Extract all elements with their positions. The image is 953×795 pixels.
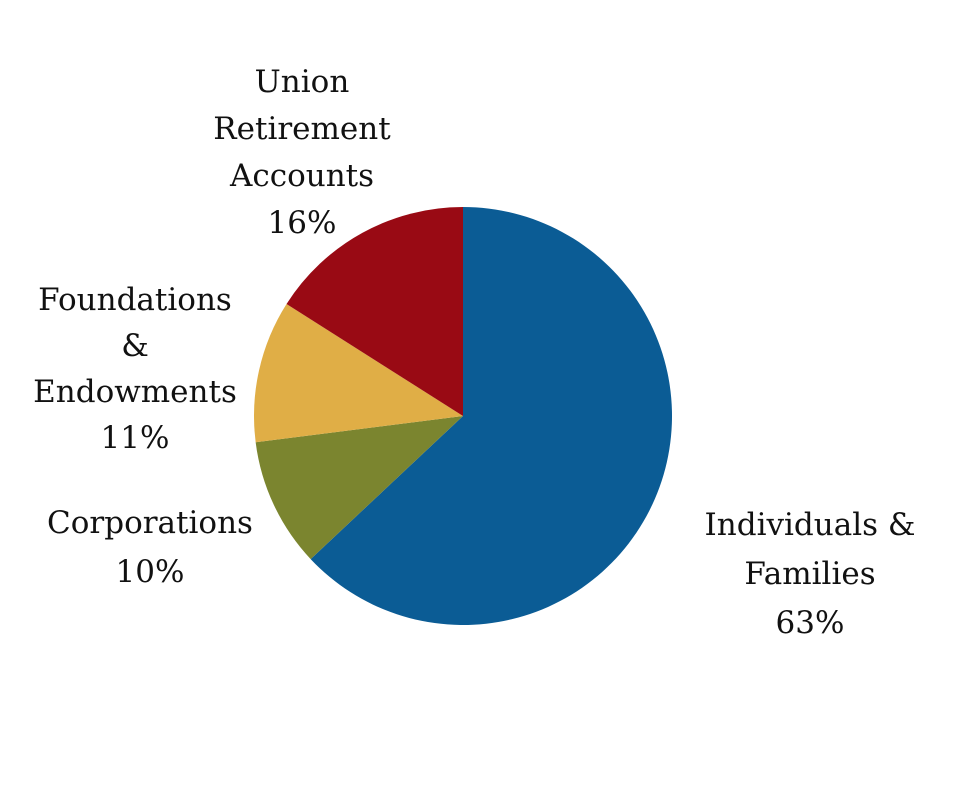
pie-slice-label-3: Union Retirement Accounts 16%: [213, 64, 391, 241]
pie-slice-percent: 16%: [268, 205, 337, 241]
pie-slice-percent: 10%: [116, 554, 185, 590]
pie-slice-2: [254, 304, 463, 443]
pie-slice-label-line: Individuals &: [705, 507, 916, 543]
pie-slice-label-line: Accounts: [229, 158, 374, 194]
pie-slice-label-line: Families: [744, 556, 875, 592]
pie-slices: [254, 207, 673, 625]
pie-slice-label-line: Foundations: [38, 282, 232, 318]
pie-slice-percent: 11%: [101, 420, 170, 456]
pie-slice-label-line: Endowments: [33, 374, 237, 410]
pie-slice-percent: 63%: [776, 605, 845, 641]
pie-slice-label-line: Retirement: [213, 111, 391, 147]
pie-slice-0: [310, 207, 673, 625]
pie-slice-label-1: Corporations 10%: [47, 505, 253, 590]
pie-slice-1: [255, 416, 463, 560]
pie-slice-3: [286, 207, 463, 416]
pie-slice-label-line: Corporations: [47, 505, 253, 541]
pie-slice-label-line: Union: [255, 64, 350, 100]
pie-slice-label-line: &: [121, 328, 149, 364]
pie-slice-label-2: Foundations & Endowments 11%: [33, 282, 237, 456]
pie-labels: Individuals & Families 63% Corporations 10% F…: [33, 64, 915, 641]
pie-slice-label-0: Individuals & Families 63%: [705, 507, 916, 641]
